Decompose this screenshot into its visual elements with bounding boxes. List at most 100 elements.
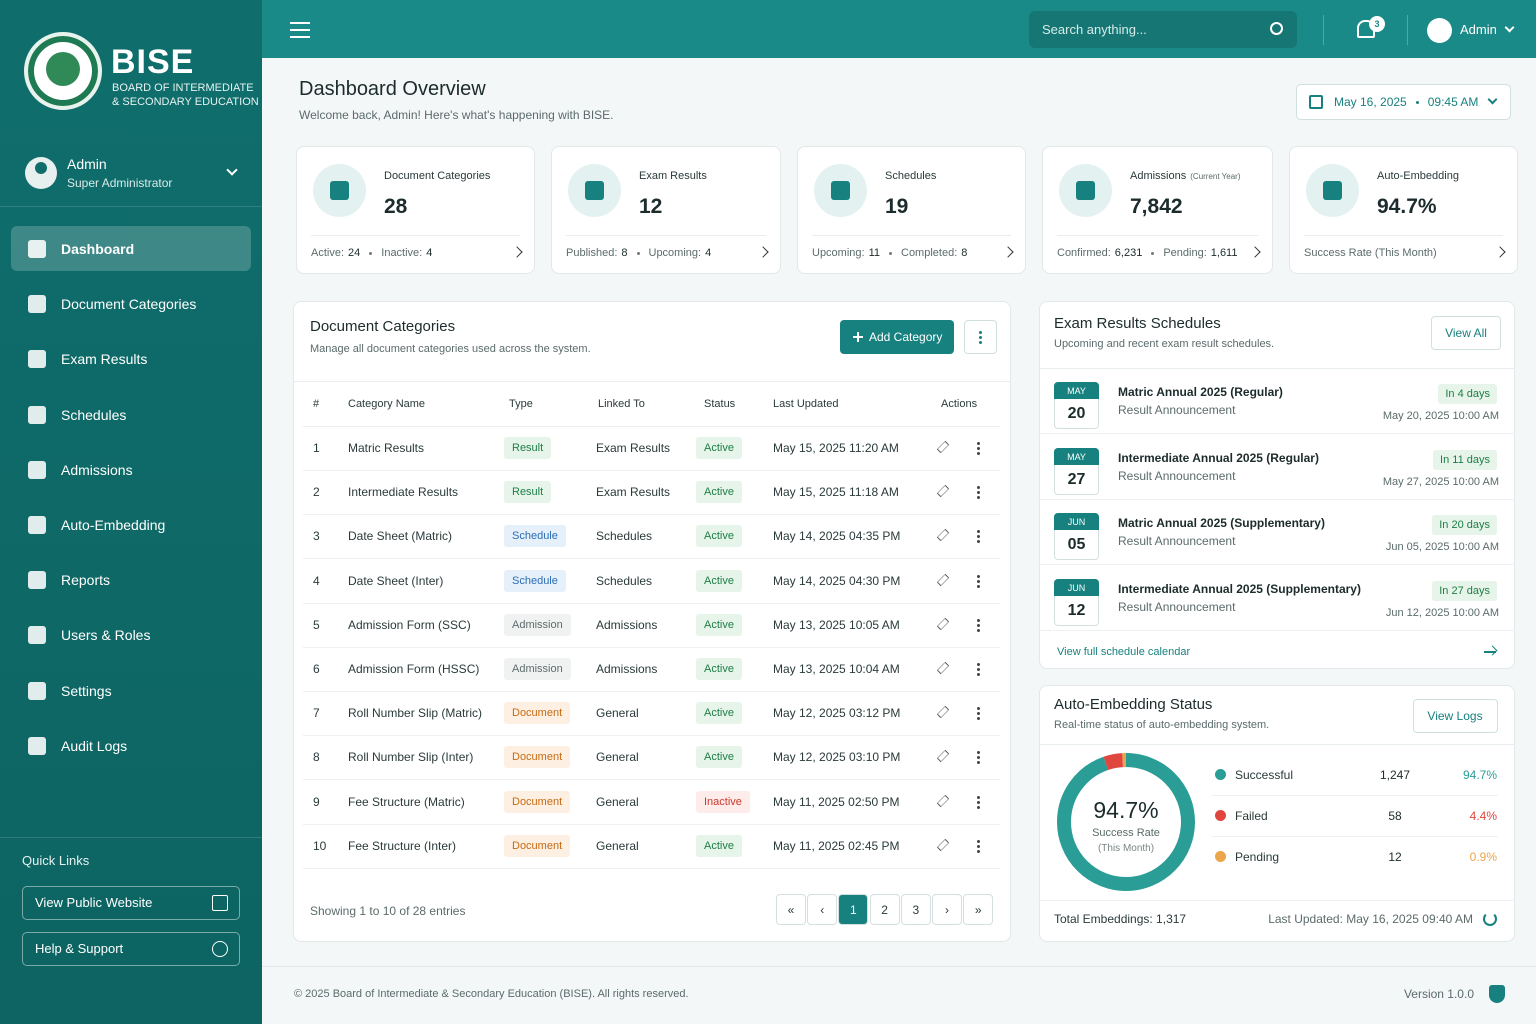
last-updated: May 14, 2025 04:30 PM xyxy=(773,573,901,588)
page-button[interactable] xyxy=(900,894,931,925)
nav-item[interactable] xyxy=(11,392,251,437)
row-divider xyxy=(303,735,1000,737)
category-name: Date Sheet (Inter) xyxy=(348,573,444,588)
search-box[interactable] xyxy=(1029,11,1297,48)
divider xyxy=(1039,744,1515,745)
icon xyxy=(28,295,46,314)
status-badge-text: Active xyxy=(696,658,742,680)
page-button[interactable] xyxy=(869,894,900,925)
donut-label: Success Rate xyxy=(1092,827,1160,839)
quick-link[interactable] xyxy=(22,932,240,966)
divider xyxy=(812,235,1011,236)
more-dot xyxy=(977,535,980,539)
due-text: In 27 days xyxy=(1432,580,1497,601)
icon xyxy=(28,460,46,479)
nav-label: Auto-Embedding xyxy=(61,517,166,533)
stat-label-note: (Current Year) xyxy=(1190,171,1241,181)
status-badge: Active xyxy=(696,746,816,769)
status-badge-text: Inactive xyxy=(696,790,750,813)
brand-line: BOARD OF INTERMEDIATE xyxy=(112,82,254,94)
row-number: 2 xyxy=(313,485,320,500)
detail-key: Completed: xyxy=(901,247,958,259)
category-name: Intermediate Results xyxy=(348,485,459,500)
status-badge-text: Active xyxy=(696,746,742,769)
view-all-button[interactable] xyxy=(1431,316,1501,350)
detail-key: Confirmed: xyxy=(1057,247,1111,259)
linked-to: Admissions xyxy=(596,662,658,676)
menu-bar xyxy=(290,36,310,38)
icon xyxy=(28,681,46,700)
separator-dot xyxy=(1415,100,1419,104)
more-dot xyxy=(977,839,980,843)
icon xyxy=(831,181,850,200)
page-subtitle: Welcome back, Admin! Here's what's happe… xyxy=(299,108,614,122)
page-button[interactable] xyxy=(932,894,962,925)
nav-item[interactable] xyxy=(11,557,251,602)
exam-kind: Result Announcement xyxy=(1118,468,1236,483)
more-dot xyxy=(977,447,980,450)
separator-dot xyxy=(1151,251,1155,255)
category-name: Admission Form (SSC) xyxy=(348,617,471,632)
last-updated: May 14, 2025 04:35 PM xyxy=(773,529,901,544)
detail-key: Upcoming: xyxy=(648,247,702,259)
status-badge: Active xyxy=(696,658,816,680)
menu-button[interactable] xyxy=(284,14,316,44)
card-subtitle: Manage all document categories used acro… xyxy=(310,343,591,355)
divider xyxy=(303,426,1000,427)
page-button[interactable] xyxy=(776,894,806,925)
row-divider xyxy=(303,779,1000,781)
nav-item[interactable] xyxy=(11,668,251,713)
row-divider xyxy=(303,558,1000,560)
refresh-button[interactable] xyxy=(1483,912,1497,926)
month: JUN xyxy=(1067,582,1086,593)
linked-to: General xyxy=(596,750,639,765)
page-label: » xyxy=(974,903,982,917)
page-button[interactable] xyxy=(807,894,838,925)
divider xyxy=(566,235,766,236)
calendar-link[interactable]: View full schedule calendar xyxy=(1057,646,1191,658)
more-dot xyxy=(977,707,980,711)
type-badge: Document xyxy=(504,790,624,813)
view-logs-button[interactable] xyxy=(1413,699,1498,733)
page-label: › xyxy=(945,903,949,917)
page-button[interactable] xyxy=(963,894,994,925)
type-badge: Document xyxy=(504,834,624,857)
view-logs-label: View Logs xyxy=(1427,709,1483,723)
more-dot xyxy=(977,530,980,534)
page-button[interactable] xyxy=(838,894,869,925)
nav-label: Exam Results xyxy=(61,351,148,368)
stat-label-text: Schedules xyxy=(885,170,937,182)
row-number: 1 xyxy=(313,441,320,455)
admin-avatar[interactable] xyxy=(1427,18,1452,43)
exam-name: Intermediate Annual 2025 (Supplementary) xyxy=(1118,581,1361,596)
more-dot xyxy=(977,805,980,809)
total-embeddings: Total Embeddings: 1,317 xyxy=(1054,912,1187,926)
more-button[interactable] xyxy=(964,320,997,354)
more-dot xyxy=(977,623,980,627)
type-badge-text: Document xyxy=(504,746,571,769)
more-dot xyxy=(977,579,980,583)
more-dot xyxy=(977,574,980,578)
type-badge-text: Document xyxy=(504,834,571,857)
divider xyxy=(311,235,520,236)
column-header: Last Updated xyxy=(773,398,839,410)
nav-item[interactable] xyxy=(11,723,251,768)
month: MAY xyxy=(1067,451,1086,462)
date-picker[interactable] xyxy=(1296,84,1511,120)
column-header: Linked To xyxy=(598,398,645,410)
row-divider xyxy=(1039,433,1515,434)
detail-key: Upcoming: xyxy=(812,247,865,259)
arrow xyxy=(1484,651,1496,653)
quick-link[interactable] xyxy=(22,886,240,920)
exam-datetime: May 20, 2025 10:00 AM xyxy=(1382,410,1499,422)
column-header: Type xyxy=(509,398,533,410)
donut-sub: (This Month) xyxy=(1097,843,1155,854)
separator-dot xyxy=(636,251,640,255)
legend-dot xyxy=(1215,851,1226,862)
detail-key: Active: xyxy=(311,247,345,259)
legend-percent: 94.7% xyxy=(1462,768,1497,782)
detail-value: 4 xyxy=(426,247,433,259)
exam-name: Matric Annual 2025 (Regular) xyxy=(1118,385,1283,399)
legend-count: 12 xyxy=(1388,850,1402,864)
legend-percent: 4.4% xyxy=(1469,809,1497,823)
